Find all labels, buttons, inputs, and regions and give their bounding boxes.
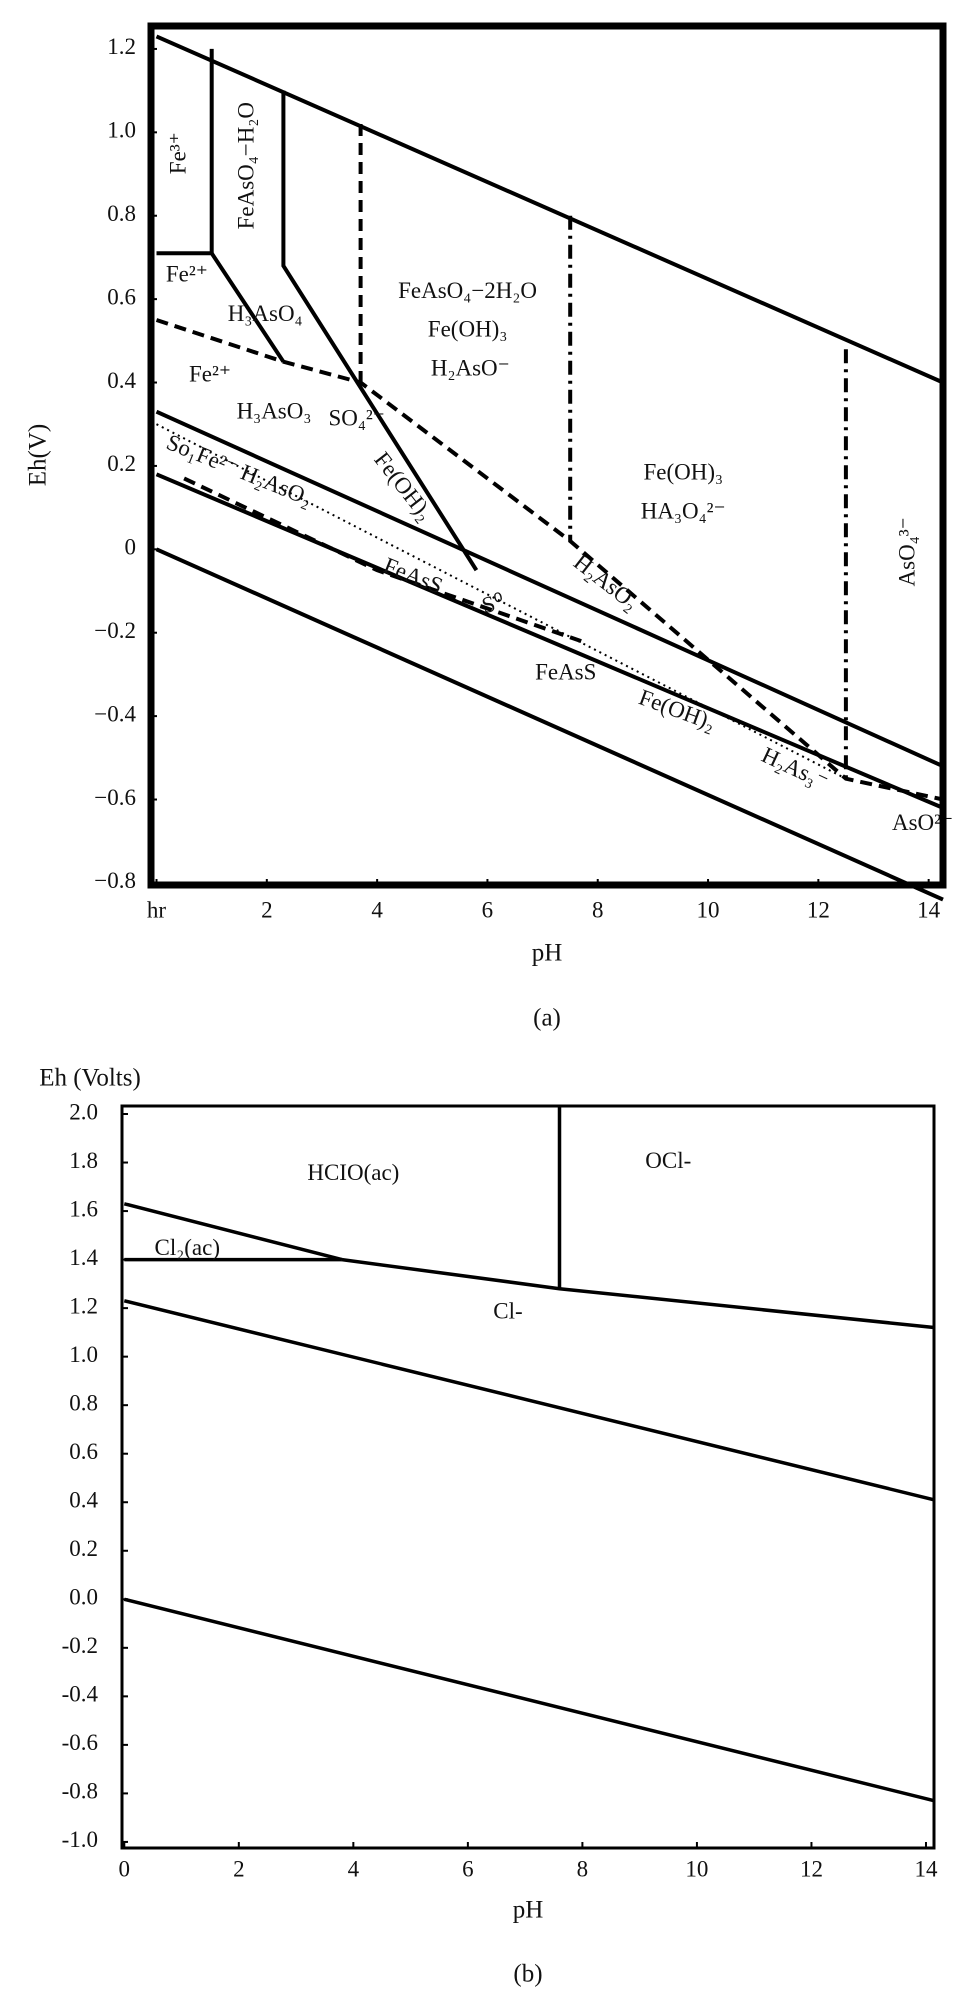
x-tick-label: 10 (685, 1856, 708, 1881)
region-label: Cl₂(ac) (155, 1235, 221, 1260)
boundary-line (155, 318, 944, 802)
region-label: HA₃O₄²⁻ (641, 499, 726, 524)
x-tick-label: 4 (348, 1856, 360, 1881)
region-label: FeAsS (535, 660, 596, 685)
region-label: H₃AsO₃ (237, 399, 312, 424)
x-tick-label: 2 (261, 897, 273, 922)
boundary-line (155, 34, 944, 385)
y-tick-label: -0.4 (62, 1682, 99, 1707)
y-tick-label: 0.2 (107, 451, 136, 476)
boundary-line (155, 472, 944, 810)
y-tick-label: 0.4 (107, 368, 136, 393)
boundary-line (155, 409, 944, 769)
y-tick-label: −0.8 (94, 868, 136, 893)
region-label: Fe(OH)₃ (428, 317, 508, 342)
y-tick-label: −0.4 (94, 701, 136, 726)
y-tick-label: 1.0 (69, 1342, 98, 1367)
caption: (b) (513, 1961, 542, 1988)
x-tick-label: 6 (482, 897, 494, 922)
y-tick-label: 0 (125, 535, 137, 560)
region-label: Fe³⁺ (166, 132, 191, 174)
region-label: Cl- (493, 1298, 522, 1323)
plot-frame (120, 1104, 936, 1850)
x-axis-label: pH (532, 940, 563, 967)
x-tick-label: 0 (119, 1856, 131, 1881)
x-tick-label: 12 (800, 1856, 823, 1881)
y-tick-label: 1.2 (107, 34, 136, 59)
x-tick-label: hr (147, 897, 167, 922)
y-tick-label: 2.0 (69, 1099, 98, 1124)
y-tick-label: 1.0 (107, 118, 136, 143)
region-label: So₁Fe²⁻ H₂AsO₂ (163, 430, 316, 511)
y-tick-label: 0.8 (69, 1390, 98, 1415)
region-label: SO₄²⁻ (328, 405, 384, 430)
region-label: H₂As₃⁻ (758, 742, 832, 794)
x-axis-label: pH (513, 1897, 544, 1924)
x-tick-label: 8 (577, 1856, 589, 1881)
boundary-line (341, 1257, 935, 1330)
y-tick-label: 0.8 (107, 201, 136, 226)
region-label: Fe(OH)₃ (643, 460, 723, 485)
x-tick-label: 10 (697, 897, 720, 922)
boundary-line (183, 476, 582, 643)
region-label: AsO₄³⁻ (895, 517, 920, 586)
region-label: FeAsO₄−2H₂O (398, 278, 537, 303)
x-tick-label: 6 (462, 1856, 474, 1881)
x-tick-label: 8 (592, 897, 604, 922)
y-tick-label: 1.4 (69, 1245, 98, 1270)
caption: (a) (533, 1005, 561, 1032)
y-tick-label: -0.2 (62, 1633, 98, 1658)
region-label: OCl- (645, 1148, 691, 1173)
y-tick-label: 1.6 (69, 1196, 98, 1221)
y-tick-label: 0.2 (69, 1536, 98, 1561)
region-label: Fe²⁺ (166, 261, 208, 286)
boundary-line (123, 1597, 935, 1803)
boundary-line (155, 547, 944, 902)
y-axis-label: Eh(V) (25, 424, 52, 486)
y-tick-label: 1.8 (69, 1148, 98, 1173)
boundary-line (123, 1299, 935, 1502)
region-label: FeAsS (380, 553, 446, 599)
y-tick-label: 1.2 (69, 1293, 98, 1318)
y-tick-label: -0.6 (62, 1730, 98, 1755)
region-label: H₂AsO₂ (569, 549, 643, 615)
y-tick-label: 0.6 (107, 284, 136, 309)
y-tick-label: −0.6 (94, 785, 136, 810)
y-tick-label: 0.0 (69, 1585, 98, 1610)
y-tick-label: −0.2 (94, 618, 136, 643)
y-tick-label: 0.4 (69, 1488, 98, 1513)
region-label: Fe²⁺ (189, 362, 231, 387)
boundary-line (156, 251, 286, 363)
region-label: FeAsO₄−H₂O (233, 102, 258, 229)
region-label: H₃AsO₄ (228, 301, 303, 326)
y-tick-label: -1.0 (62, 1827, 98, 1852)
x-tick-label: 2 (233, 1856, 245, 1881)
boundary-line (123, 1202, 343, 1262)
plot-frame (147, 22, 947, 889)
x-tick-label: 14 (917, 897, 941, 922)
y-tick-label: -0.8 (62, 1779, 98, 1804)
y-tick-label: 0.6 (69, 1439, 98, 1464)
region-label: HCIO(ac) (307, 1160, 399, 1185)
region-label: Fe(OH)₂ (636, 685, 719, 736)
region-label: H₂AsO⁻ (431, 355, 510, 380)
x-tick-label: 4 (371, 897, 383, 922)
y-axis-label: Eh (Volts) (39, 1065, 141, 1092)
x-tick-label: 14 (914, 1856, 938, 1881)
x-tick-label: 12 (807, 897, 830, 922)
boundary-line (281, 90, 479, 572)
